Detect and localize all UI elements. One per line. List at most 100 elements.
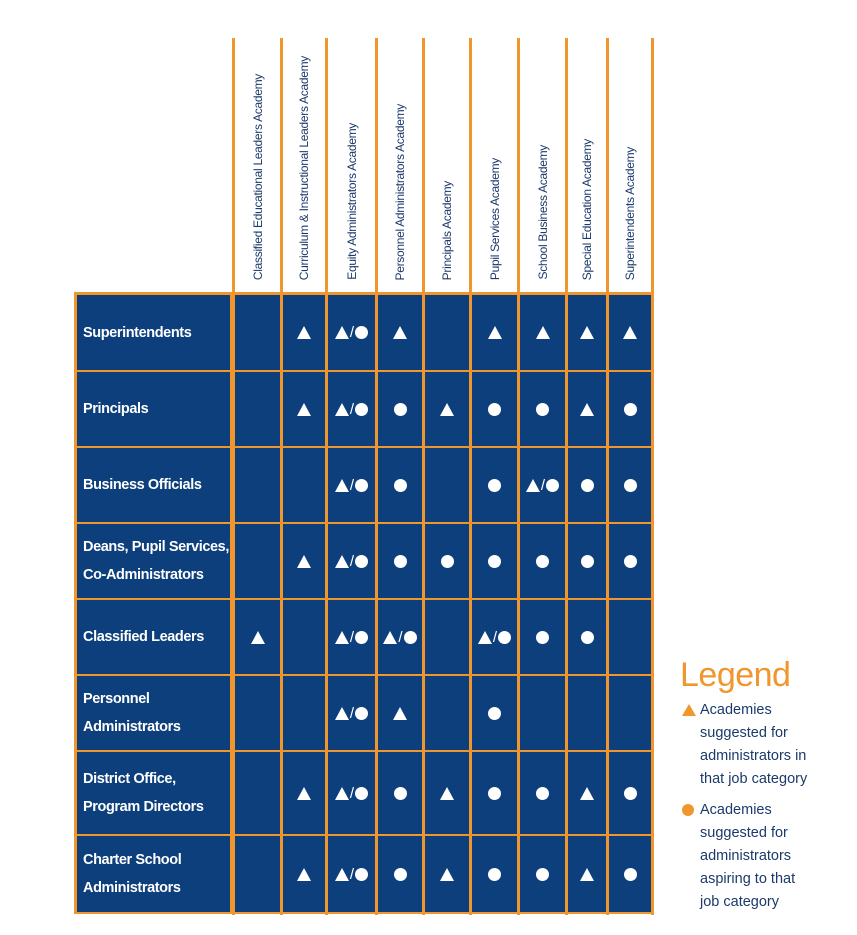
triangle-icon (297, 554, 311, 568)
column-header: Pupil Services Academy (472, 38, 517, 290)
matrix-cell (472, 372, 517, 446)
matrix-cell (378, 372, 422, 446)
column-header: Equity Administrators Academy (328, 38, 375, 290)
column-header-label: Special Education Academy (580, 138, 594, 280)
triangle-slash-circle-icon: / (334, 552, 369, 570)
legend-title: Legend (680, 656, 791, 694)
triangle-icon (334, 402, 349, 416)
matrix-cell: / (328, 372, 375, 446)
matrix-cell (568, 295, 606, 370)
triangle-icon (487, 326, 502, 339)
matrix-cell (378, 524, 422, 598)
slash-separator: / (349, 704, 355, 722)
matrix-cell: / (328, 836, 375, 912)
matrix-cell (609, 448, 651, 522)
triangle-icon (525, 478, 540, 492)
circle-icon (355, 478, 369, 492)
matrix-cell (609, 752, 651, 834)
circle-icon (488, 402, 501, 416)
triangle-icon (297, 786, 311, 800)
circle-icon (623, 554, 637, 568)
matrix-cell (568, 676, 606, 750)
circle-icon (355, 867, 369, 881)
matrix-cell (609, 295, 651, 370)
matrix-cell: / (378, 600, 422, 674)
matrix-cell (378, 295, 422, 370)
triangle-icon (580, 326, 594, 339)
circle-icon (580, 630, 594, 644)
matrix-cell (472, 836, 517, 912)
slash-separator: / (349, 865, 355, 883)
row-label: Principals (77, 372, 230, 446)
matrix-cell (235, 752, 280, 834)
circle-icon (623, 402, 637, 416)
column-divider (375, 38, 378, 915)
triangle-icon (250, 630, 265, 644)
column-header: Superintendents Academy (609, 38, 651, 290)
matrix-cell (378, 676, 422, 750)
legend-item-text: Academies suggested for administrators a… (700, 802, 796, 910)
triangle-slash-circle-icon: / (334, 704, 369, 722)
circle-icon (393, 867, 407, 881)
slash-separator: / (349, 552, 355, 570)
circle-icon (546, 478, 560, 492)
triangle-slash-circle-icon: / (334, 401, 369, 418)
circle-icon (580, 478, 594, 492)
row-label: Personnel Administrators (77, 676, 230, 750)
matrix-cell (520, 295, 565, 370)
triangle-icon (334, 630, 349, 644)
column-divider (565, 38, 568, 915)
matrix-cell (235, 372, 280, 446)
matrix-cell (235, 295, 280, 370)
column-header-label: Classified Educational Leaders Academy (250, 73, 265, 280)
column-header: Curriculum & Instructional Leaders Acade… (283, 38, 325, 290)
column-divider (469, 38, 472, 915)
matrix-cell (425, 448, 469, 522)
circle-icon (393, 478, 407, 492)
matrix-cell (520, 600, 565, 674)
legend-item-circle: Academies suggested for administrators a… (680, 799, 850, 914)
triangle-slash-circle-icon: / (334, 629, 369, 646)
matrix-cell (520, 676, 565, 750)
column-header-label: Equity Administrators Academy (344, 123, 359, 280)
circle-icon (488, 867, 501, 881)
matrix-cell: / (328, 295, 375, 370)
triangle-icon (440, 402, 454, 416)
legend-item-text: Academies suggested for administrators i… (700, 702, 808, 787)
matrix-cell (472, 295, 517, 370)
circle-icon (682, 804, 694, 816)
matrix-cell: / (328, 600, 375, 674)
matrix-cell (609, 600, 651, 674)
row-label: Deans, Pupil Services, Co-Administrators (77, 524, 230, 598)
matrix-cell (283, 448, 325, 522)
matrix-cell (472, 448, 517, 522)
matrix-cell (283, 752, 325, 834)
matrix-cell (235, 448, 280, 522)
matrix-cell (568, 836, 606, 912)
circle-icon (355, 554, 369, 568)
column-header-label: Principals Academy (440, 180, 454, 280)
triangle-slash-circle-icon: / (383, 629, 417, 646)
column-divider (422, 38, 425, 915)
slash-separator: / (540, 476, 546, 494)
triangle-slash-circle-icon: / (525, 476, 560, 494)
matrix-cell (283, 524, 325, 598)
matrix-cell (378, 752, 422, 834)
circle-icon (536, 402, 549, 416)
triangle-icon (393, 706, 407, 720)
triangle-slash-circle-icon: / (477, 629, 512, 646)
matrix-cell: / (328, 524, 375, 598)
row-label: Classified Leaders (77, 600, 230, 674)
triangle-icon (440, 786, 454, 800)
matrix-cell (520, 836, 565, 912)
legend: Legend Academies suggested for administr… (680, 655, 850, 922)
matrix-cell (568, 448, 606, 522)
triangle-icon (580, 867, 594, 881)
circle-icon (355, 326, 369, 339)
matrix-cell (235, 600, 280, 674)
triangle-icon (682, 704, 696, 716)
column-header: Personnel Administrators Academy (378, 38, 422, 290)
column-divider (232, 38, 235, 915)
circle-icon (498, 630, 512, 644)
